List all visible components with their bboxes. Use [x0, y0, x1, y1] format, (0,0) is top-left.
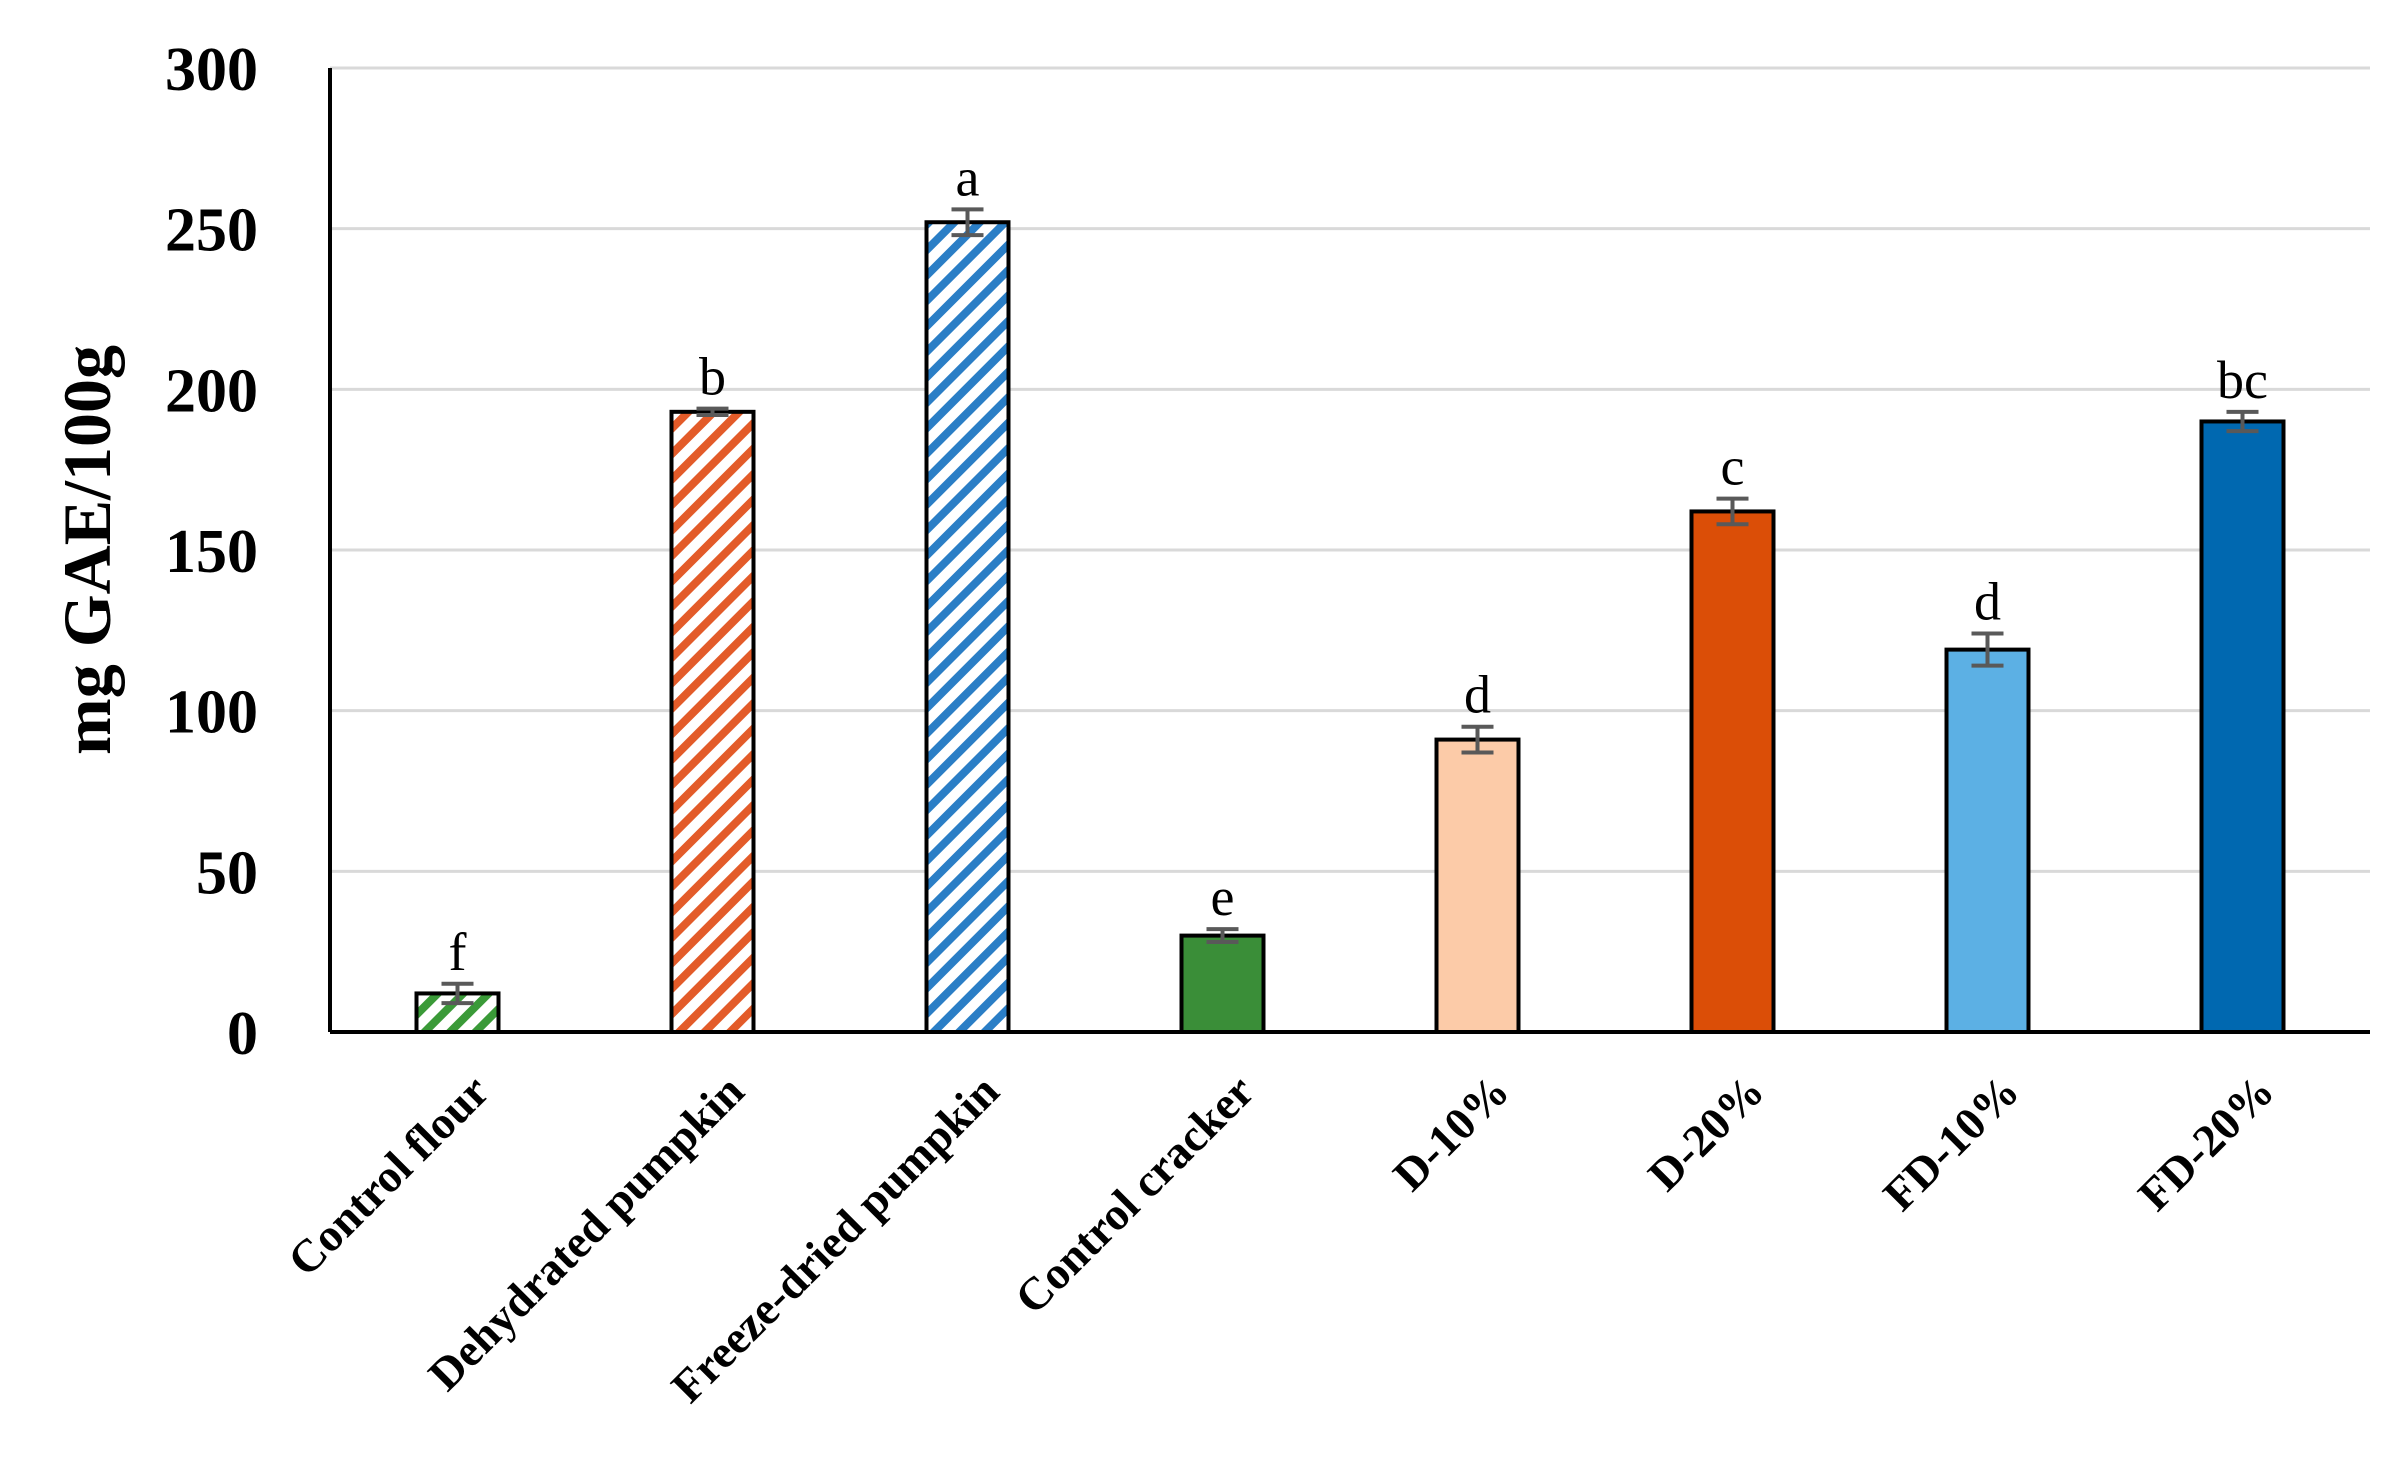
bars: f b a e d c d bc [414, 147, 2286, 1035]
error-bar [2226, 409, 2259, 434]
y-tick-labels: 0 50 100 150 200 250 300 [165, 36, 258, 1068]
y-tick-label: 0 [227, 1000, 258, 1068]
y-tick-label: 150 [165, 518, 258, 586]
significance-label: bc [2217, 350, 2268, 410]
bar [2199, 419, 2286, 1034]
gridlines [330, 66, 2370, 873]
x-category-label: FD-20% [2128, 1065, 2283, 1220]
error-bar [1461, 724, 1494, 755]
bar [1689, 509, 1776, 1034]
significance-label: a [956, 147, 980, 207]
significance-label: f [449, 922, 467, 982]
x-category-label: Control cracker [1005, 1065, 1264, 1324]
y-tick-label: 300 [165, 36, 258, 104]
y-tick-label: 250 [165, 197, 258, 265]
y-tick-label: 100 [165, 679, 258, 747]
bar [669, 409, 756, 1034]
x-category-label: FD-10% [1873, 1065, 2028, 1220]
x-category-label: Control flour [278, 1065, 499, 1286]
error-bar [951, 207, 984, 238]
significance-label: d [1464, 665, 1491, 725]
x-category-label: D-20% [1638, 1065, 1773, 1200]
error-bar [696, 406, 729, 418]
error-bar [441, 981, 474, 1006]
x-category-label: D-10% [1383, 1065, 1518, 1200]
error-bar [1971, 631, 2004, 668]
axes [328, 68, 2370, 1034]
bar [924, 220, 1011, 1035]
significance-label: e [1211, 867, 1235, 927]
y-axis-title: mg GAE/100g [49, 345, 125, 755]
error-bar [1716, 496, 1749, 527]
bar [1179, 933, 1266, 1034]
bar [1944, 647, 2031, 1034]
significance-label: d [1974, 572, 2001, 632]
bar [1434, 737, 1521, 1034]
y-tick-label: 200 [165, 357, 258, 425]
error-bar [1206, 927, 1239, 945]
significance-label: b [699, 347, 726, 407]
y-tick-label: 50 [196, 839, 258, 907]
significance-label: c [1721, 437, 1745, 497]
